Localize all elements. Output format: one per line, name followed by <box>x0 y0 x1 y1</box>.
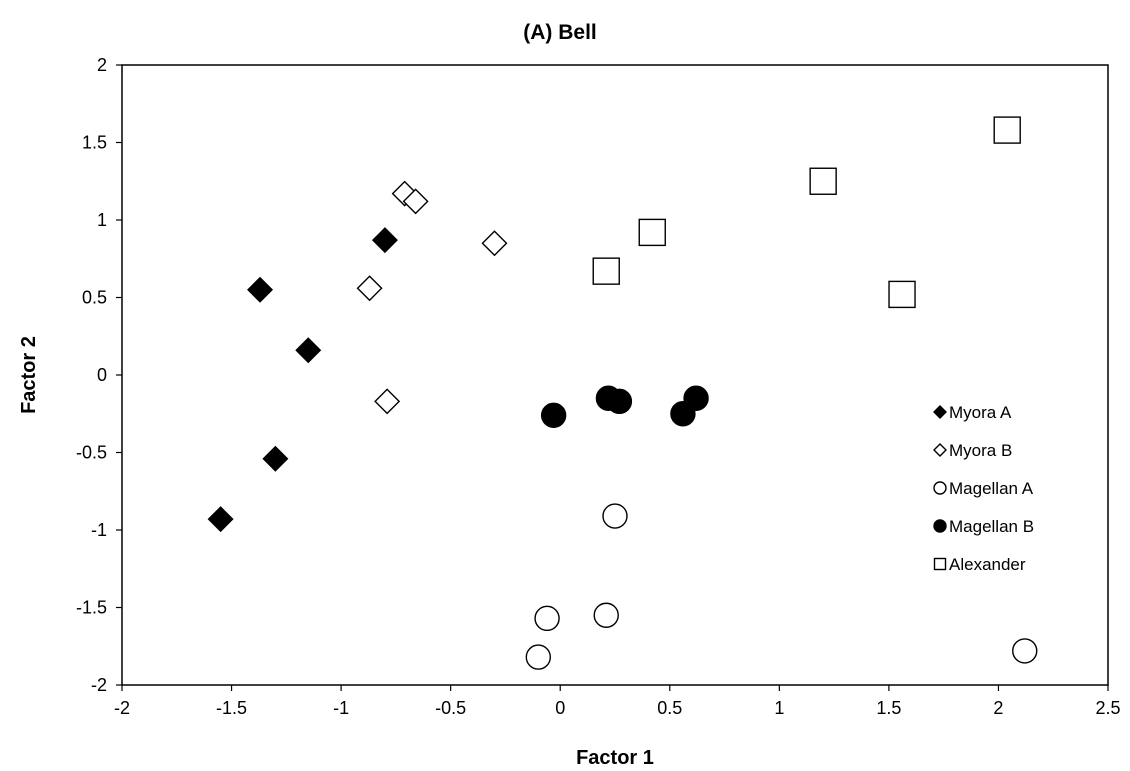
x-axis: -2 -1.5 -1 -0.5 0 0.5 1 1.5 2 2.5 <box>114 685 1121 718</box>
y-tick-label: 0.5 <box>82 288 107 308</box>
series-alexander <box>592 116 1021 309</box>
data-point <box>1012 638 1038 664</box>
legend-label: Magellan B <box>949 517 1034 536</box>
data-point <box>356 275 383 302</box>
x-tick-label: 2.5 <box>1095 698 1120 718</box>
legend-marker <box>933 481 947 495</box>
x-axis-label: Factor 1 <box>576 747 654 769</box>
x-tick-label: 1.5 <box>876 698 901 718</box>
data-point <box>481 230 508 257</box>
y-axis-label: Factor 2 <box>18 336 40 414</box>
x-tick-label: 0.5 <box>657 698 682 718</box>
data-point <box>525 644 552 670</box>
y-tick-label: 1.5 <box>82 133 107 153</box>
data-point <box>602 503 628 529</box>
data-point <box>374 388 401 415</box>
data-point <box>371 227 398 254</box>
data-point <box>262 445 289 472</box>
x-tick-label: -2 <box>114 698 130 718</box>
legend-label: Alexander <box>949 555 1026 574</box>
data-points <box>207 116 1038 670</box>
data-point <box>638 218 666 247</box>
y-tick-label: 1 <box>97 210 107 230</box>
data-point <box>540 402 567 428</box>
x-tick-label: -0.5 <box>435 698 466 718</box>
data-point <box>247 276 274 303</box>
data-point <box>207 506 234 533</box>
x-tick-label: 0 <box>555 698 565 718</box>
data-point <box>534 605 560 632</box>
data-point <box>593 602 619 628</box>
chart-title: (A) Bell <box>523 21 597 44</box>
data-point <box>993 116 1021 144</box>
y-tick-label: -2 <box>91 675 107 695</box>
data-point <box>809 167 837 195</box>
series-magellan-b <box>540 385 709 428</box>
series-myora-b <box>356 180 508 415</box>
legend-marker <box>933 405 947 419</box>
data-point <box>592 257 620 285</box>
y-tick-label: -1 <box>91 520 107 540</box>
y-tick-label: 2 <box>97 55 107 75</box>
data-point <box>402 188 429 215</box>
series-magellan-a <box>525 503 1038 670</box>
legend-marker <box>933 443 947 457</box>
x-tick-label: 2 <box>993 698 1003 718</box>
y-tick-label: 0 <box>97 365 107 385</box>
data-point <box>683 385 709 411</box>
data-point <box>606 388 633 415</box>
y-axis: -2 -1.5 -1 -0.5 0 0.5 1 1.5 2 <box>76 55 122 695</box>
y-tick-label: -1.5 <box>76 598 107 618</box>
x-tick-label: -1.5 <box>216 698 247 718</box>
legend-marker <box>933 519 947 533</box>
legend-label: Myora B <box>949 441 1012 460</box>
legend-label: Magellan A <box>949 479 1034 498</box>
x-tick-label: 1 <box>774 698 784 718</box>
y-tick-label: -0.5 <box>76 443 107 463</box>
series-myora-a <box>207 227 398 533</box>
data-point <box>888 280 916 309</box>
x-tick-label: -1 <box>333 698 349 718</box>
plot-area <box>121 64 1109 686</box>
data-point <box>295 337 322 364</box>
legend: Myora A Myora B Magellan A Magellan B Alexan… <box>933 403 1034 574</box>
legend-label: Myora A <box>949 403 1012 422</box>
legend-marker <box>933 557 947 571</box>
